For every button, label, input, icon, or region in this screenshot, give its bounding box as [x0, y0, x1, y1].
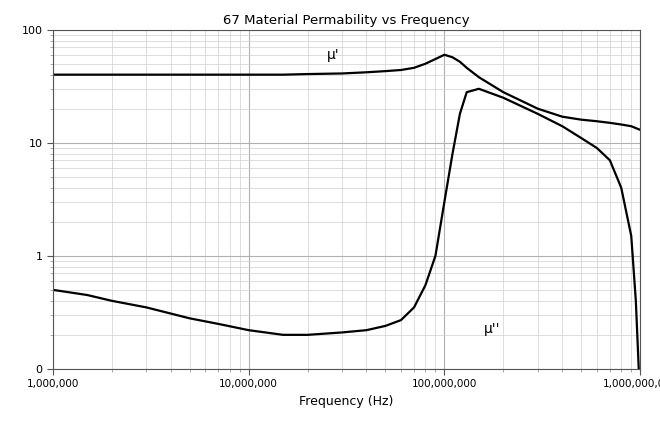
Text: μ'': μ'' [484, 322, 501, 336]
Title: 67 Material Permability vs Frequency: 67 Material Permability vs Frequency [223, 14, 470, 27]
Text: μ': μ' [327, 48, 339, 62]
X-axis label: Frequency (Hz): Frequency (Hz) [300, 395, 393, 408]
